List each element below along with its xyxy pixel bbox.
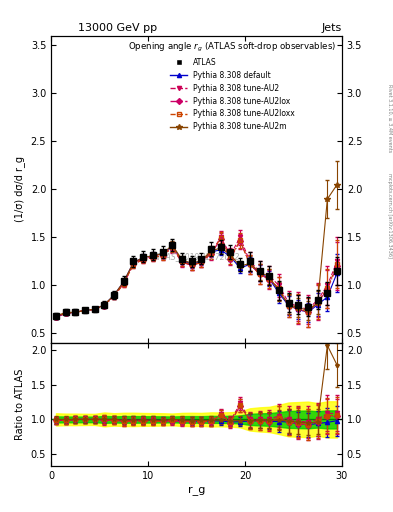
Y-axis label: (1/σ) dσ/d r_g: (1/σ) dσ/d r_g [14,157,25,222]
Text: Rivet 3.1.10, ≥ 3.4M events: Rivet 3.1.10, ≥ 3.4M events [387,83,392,152]
Text: Jets: Jets [321,23,342,33]
Text: 13000 GeV pp: 13000 GeV pp [78,23,158,33]
Y-axis label: Ratio to ATLAS: Ratio to ATLAS [15,369,25,440]
Legend: ATLAS, Pythia 8.308 default, Pythia 8.308 tune-AU2, Pythia 8.308 tune-AU2lox, Py: ATLAS, Pythia 8.308 default, Pythia 8.30… [127,39,338,133]
Text: ATLAS_2019_I1772062: ATLAS_2019_I1772062 [153,252,240,262]
Text: mcplots.cern.ch [arXiv:1306.3436]: mcplots.cern.ch [arXiv:1306.3436] [387,173,392,258]
X-axis label: r_g: r_g [188,486,205,496]
